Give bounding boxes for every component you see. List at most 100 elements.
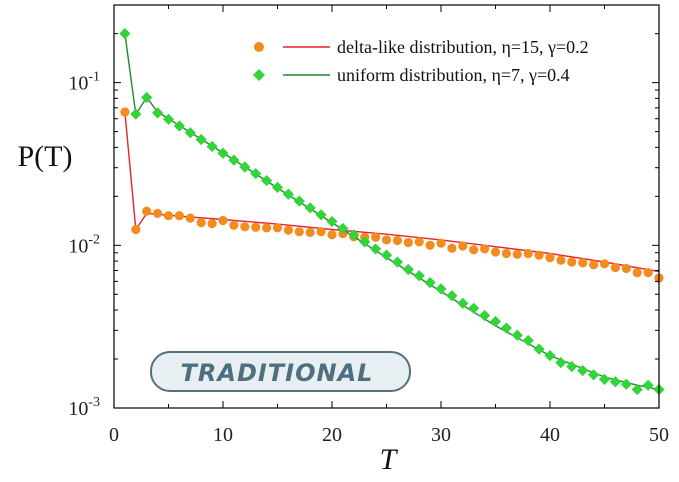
data-point-uniform xyxy=(620,378,632,390)
data-point-uniform xyxy=(457,297,469,309)
data-point-uniform xyxy=(642,379,654,391)
data-point-uniform xyxy=(239,161,251,173)
data-point-uniform xyxy=(413,270,425,282)
data-point-uniform xyxy=(598,373,611,385)
data-point-uniform xyxy=(282,188,294,200)
data-point-uniform xyxy=(184,127,196,139)
data-point-delta xyxy=(501,248,511,259)
data-point-delta xyxy=(643,268,653,278)
data-point-delta xyxy=(534,250,544,260)
data-point-uniform xyxy=(577,364,589,377)
data-point-delta xyxy=(142,206,152,216)
data-point-uniform xyxy=(544,349,556,362)
data-point-uniform xyxy=(446,290,458,302)
x-tick-label: 0 xyxy=(109,424,119,446)
data-point-uniform xyxy=(261,174,273,187)
data-point-delta xyxy=(589,260,599,270)
data-point-delta xyxy=(480,244,490,254)
data-point-delta xyxy=(240,222,250,232)
legend-label-delta: delta-like distribution, η=15, γ=0.2 xyxy=(337,37,589,57)
data-point-delta xyxy=(272,223,283,233)
data-point-uniform xyxy=(348,229,360,241)
badge-label: TRADITIONAL xyxy=(181,359,374,387)
data-point-uniform xyxy=(435,283,447,295)
traditional-badge: TRADITIONAL xyxy=(150,351,411,392)
data-point-delta xyxy=(545,253,555,263)
data-point-uniform xyxy=(250,167,262,180)
y-axis-title: P(T) xyxy=(18,140,73,173)
data-point-delta xyxy=(414,237,424,247)
data-point-uniform xyxy=(533,343,545,355)
data-point-uniform xyxy=(555,357,567,369)
data-point-uniform xyxy=(130,108,142,120)
data-point-uniform xyxy=(479,309,491,322)
data-point-uniform xyxy=(468,302,480,314)
legend-label-uniform: uniform distribution, η=7, γ=0.4 xyxy=(337,65,570,85)
data-point-delta xyxy=(599,259,610,269)
data-point-delta xyxy=(251,222,261,232)
fit-line-delta xyxy=(124,111,660,273)
axis-tick-labels: 0 10 20 30 40 50 10-3 10-2 10-1 xyxy=(68,70,669,446)
x-axis-title: T xyxy=(380,443,399,476)
data-point-delta xyxy=(578,258,588,268)
fit-line-uniform xyxy=(124,33,660,391)
data-point-delta xyxy=(392,235,402,246)
data-point-delta xyxy=(305,227,315,237)
x-tick-label: 20 xyxy=(322,424,342,446)
data-point-delta xyxy=(371,232,381,242)
data-point-uniform xyxy=(337,222,349,235)
data-point-uniform xyxy=(162,113,175,125)
data-point-uniform xyxy=(402,263,414,276)
data-point-uniform xyxy=(293,195,305,207)
data-point-delta xyxy=(556,255,566,265)
data-point-uniform xyxy=(359,236,371,248)
data-point-delta xyxy=(185,213,195,223)
data-point-uniform xyxy=(141,91,153,104)
data-point-uniform xyxy=(271,181,284,193)
data-point-uniform xyxy=(173,120,185,132)
data-point-delta xyxy=(610,262,621,273)
badge-frame xyxy=(150,351,411,392)
data-point-delta xyxy=(447,243,457,253)
data-point-delta xyxy=(512,249,522,259)
data-point-delta xyxy=(403,237,413,248)
data-point-uniform xyxy=(152,107,164,119)
data-point-uniform xyxy=(424,276,436,289)
data-point-delta xyxy=(196,218,206,228)
data-point-uniform xyxy=(217,147,229,159)
y-tick-label: 10-1 xyxy=(68,70,100,95)
data-point-uniform xyxy=(609,376,621,388)
data-point-delta xyxy=(567,257,577,267)
data-point-delta xyxy=(120,107,130,117)
data-point-uniform xyxy=(195,133,207,146)
data-point-uniform xyxy=(228,154,240,166)
data-point-uniform xyxy=(304,202,316,214)
axis-ticks xyxy=(113,5,660,409)
data-point-uniform xyxy=(522,334,534,347)
data-point-delta xyxy=(163,211,174,221)
data-point-delta xyxy=(436,238,446,248)
data-point-delta xyxy=(425,240,435,250)
data-point-delta xyxy=(131,224,141,235)
x-tick-label: 10 xyxy=(213,424,233,446)
data-point-uniform xyxy=(500,322,512,334)
legend-marker-delta xyxy=(254,42,264,52)
data-point-uniform xyxy=(380,249,393,261)
data-point-delta xyxy=(327,230,337,240)
y-tick-label: 10-3 xyxy=(68,395,100,420)
data-point-uniform xyxy=(489,315,502,328)
data-point-delta xyxy=(218,215,228,226)
data-point-delta xyxy=(283,225,293,235)
data-point-delta xyxy=(621,263,631,274)
data-point-uniform xyxy=(566,360,578,373)
legend-entry-uniform: uniform distribution, η=7, γ=0.4 xyxy=(253,65,570,85)
data-point-delta xyxy=(632,268,642,278)
data-point-delta xyxy=(316,227,326,237)
data-point-uniform xyxy=(391,256,403,268)
data-point-uniform xyxy=(206,140,218,153)
data-point-delta xyxy=(490,247,501,257)
data-point-uniform xyxy=(370,243,382,255)
data-point-delta xyxy=(523,248,533,259)
data-point-uniform xyxy=(631,383,643,396)
